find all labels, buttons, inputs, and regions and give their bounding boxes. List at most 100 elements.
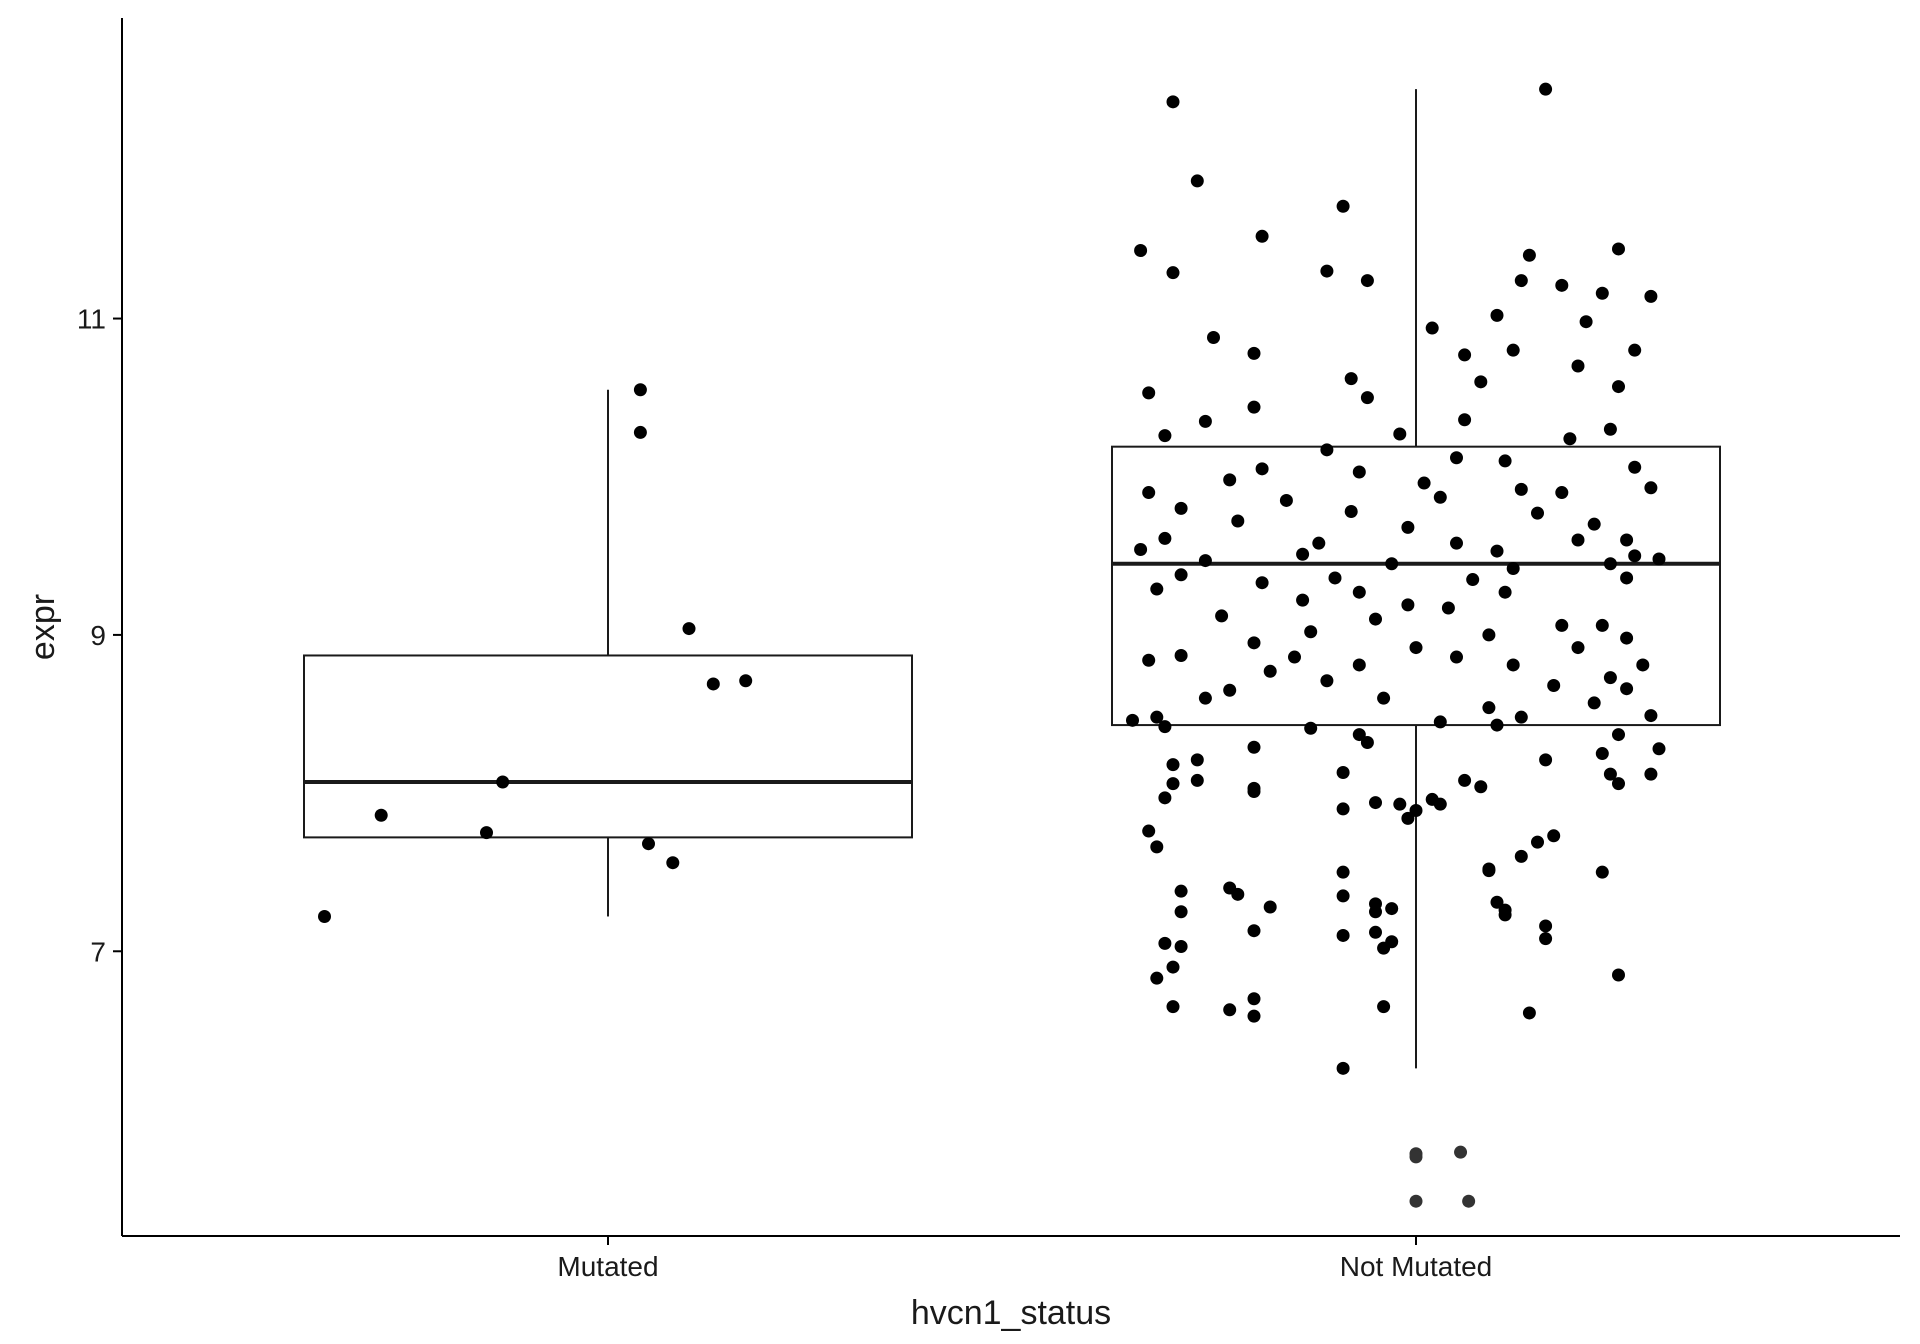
data-point — [1579, 315, 1593, 329]
data-point — [1158, 429, 1172, 443]
data-point — [1304, 625, 1318, 639]
data-point — [1134, 542, 1148, 556]
data-point — [1401, 811, 1415, 825]
data-point — [1304, 721, 1318, 735]
data-point — [1628, 343, 1642, 357]
data-point — [1522, 248, 1536, 262]
data-point — [1620, 571, 1634, 585]
data-point — [1571, 533, 1585, 547]
data-point — [1450, 451, 1463, 465]
data-point — [1207, 331, 1220, 345]
data-point — [1401, 520, 1415, 534]
data-point — [1514, 274, 1528, 288]
data-point — [1652, 552, 1666, 566]
data-point — [1174, 501, 1188, 515]
data-point — [1279, 493, 1293, 507]
data-point — [318, 909, 331, 923]
y-tick-label: 9 — [90, 620, 106, 651]
x-tick-label: Not Mutated — [1340, 1251, 1493, 1282]
data-point — [1369, 796, 1382, 810]
data-point — [1571, 641, 1585, 655]
data-point — [1352, 585, 1366, 599]
data-point — [1531, 506, 1544, 520]
data-point — [1174, 568, 1188, 582]
data-point — [1166, 95, 1180, 109]
data-point — [1247, 1009, 1261, 1023]
data-point — [1166, 960, 1180, 974]
data-point — [1514, 710, 1528, 724]
x-axis-title: hvcn1_status — [911, 1294, 1111, 1332]
data-point — [1644, 767, 1658, 781]
data-point — [1595, 865, 1609, 879]
data-point — [1563, 432, 1577, 446]
data-point — [1352, 658, 1366, 672]
data-point — [1506, 561, 1520, 575]
data-point — [1336, 928, 1350, 942]
data-point — [1352, 728, 1366, 742]
data-point — [1433, 797, 1447, 811]
data-point — [1223, 473, 1237, 487]
data-point — [1612, 380, 1625, 394]
data-point — [1247, 346, 1261, 360]
data-point — [1288, 650, 1301, 664]
data-point — [1166, 266, 1180, 280]
data-point — [1247, 636, 1261, 650]
data-point — [666, 856, 680, 870]
outlier-point — [1462, 1194, 1476, 1208]
y-axis-title: expr — [24, 594, 62, 660]
data-point — [1360, 391, 1374, 405]
data-point — [1344, 505, 1358, 519]
data-point — [1369, 612, 1382, 626]
data-point — [1223, 683, 1237, 697]
data-point — [1482, 701, 1496, 715]
data-point — [1377, 941, 1391, 955]
data-point — [1612, 968, 1625, 982]
data-point — [1142, 653, 1156, 667]
data-point — [1547, 829, 1561, 843]
box-iqr — [303, 654, 913, 839]
data-point — [1409, 641, 1423, 655]
data-point — [1215, 609, 1229, 623]
data-point — [1312, 536, 1326, 550]
box-iqr — [1111, 445, 1721, 727]
data-point — [1547, 679, 1561, 693]
data-point — [1603, 422, 1617, 436]
data-point — [374, 808, 388, 822]
data-point — [1490, 544, 1504, 558]
data-point — [1490, 308, 1504, 322]
data-point — [1417, 476, 1431, 490]
data-point — [1450, 650, 1463, 664]
data-point — [1587, 696, 1601, 710]
data-point — [1320, 443, 1334, 457]
data-point — [1158, 936, 1172, 950]
outlier-point — [1409, 1194, 1423, 1208]
data-point — [1231, 514, 1245, 528]
y-tick-label: 11 — [77, 304, 106, 335]
data-point — [1247, 992, 1261, 1006]
data-point — [1352, 465, 1366, 479]
data-point — [1539, 82, 1553, 96]
data-point — [1142, 486, 1156, 500]
data-point — [633, 425, 647, 439]
data-point — [1247, 740, 1261, 754]
data-point — [1531, 835, 1544, 849]
data-point — [1466, 573, 1480, 587]
data-point — [1506, 658, 1520, 672]
data-point — [1369, 925, 1382, 939]
data-point — [1644, 481, 1658, 495]
data-point — [1150, 710, 1164, 724]
data-point — [1142, 824, 1156, 838]
data-point — [1514, 482, 1528, 496]
data-point — [1401, 598, 1415, 612]
data-point — [1498, 585, 1512, 599]
data-point — [1441, 601, 1455, 615]
data-point — [480, 826, 493, 840]
data-point — [706, 677, 720, 691]
data-point — [1328, 571, 1342, 585]
data-point — [1506, 343, 1520, 357]
data-point — [1336, 889, 1350, 903]
data-point — [1360, 274, 1374, 288]
data-point — [1595, 747, 1609, 761]
data-point — [1198, 691, 1212, 705]
data-point — [1166, 758, 1180, 772]
